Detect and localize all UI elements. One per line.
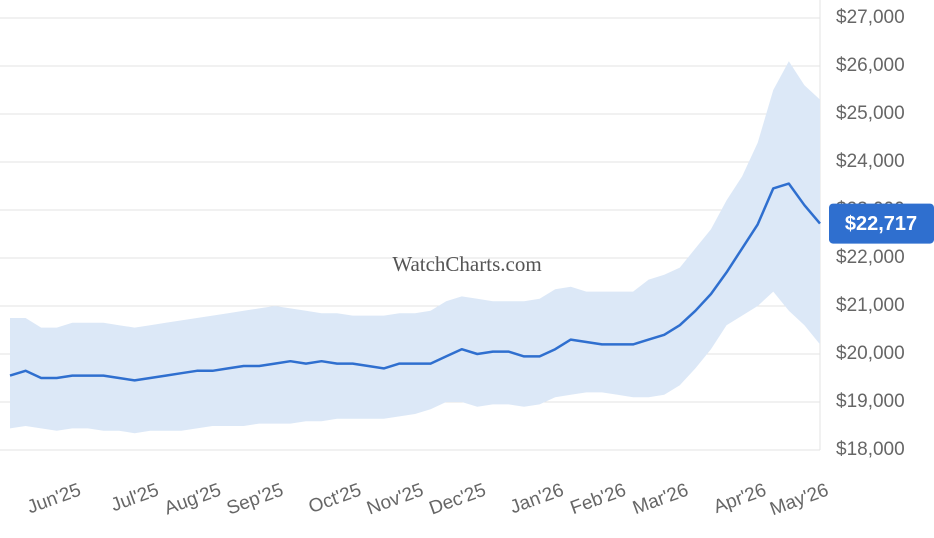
y-tick-label: $27,000: [836, 7, 905, 28]
y-tick-label: $18,000: [836, 439, 905, 460]
x-tick-label: Nov'25: [364, 480, 426, 520]
price-line: [9, 182, 821, 382]
x-tick-label: Jan'26: [507, 480, 566, 519]
price-badge: [829, 203, 934, 244]
x-tick-label: Feb'26: [568, 480, 629, 519]
x-tick-label: Jun'25: [24, 480, 83, 519]
x-tick-label: Aug'25: [162, 480, 224, 520]
x-tick-label: Mar'26: [630, 480, 691, 519]
x-tick-label: Oct'25: [306, 480, 364, 518]
y-tick-label: $24,000: [836, 151, 905, 172]
y-tick-label: $25,000: [836, 103, 905, 124]
x-tick-label: Jul'25: [108, 480, 161, 517]
marks: [9, 61, 821, 434]
y-tick-label: $26,000: [836, 55, 905, 76]
y-tick-label: $20,000: [836, 343, 905, 364]
y-tick-label: $22,000: [836, 247, 905, 268]
x-tick-label: Sep'25: [224, 480, 286, 520]
x-tick-label: Dec'25: [427, 480, 489, 520]
price-label: $22,717: [845, 213, 917, 235]
x-tick-label: Apr'26: [711, 480, 769, 518]
watermark: WatchCharts.com: [392, 252, 541, 276]
y-tick-label: $21,000: [836, 295, 905, 316]
range-band: [10, 61, 820, 434]
y-tick-label: $19,000: [836, 391, 905, 412]
x-tick-label: May'26: [767, 480, 831, 520]
